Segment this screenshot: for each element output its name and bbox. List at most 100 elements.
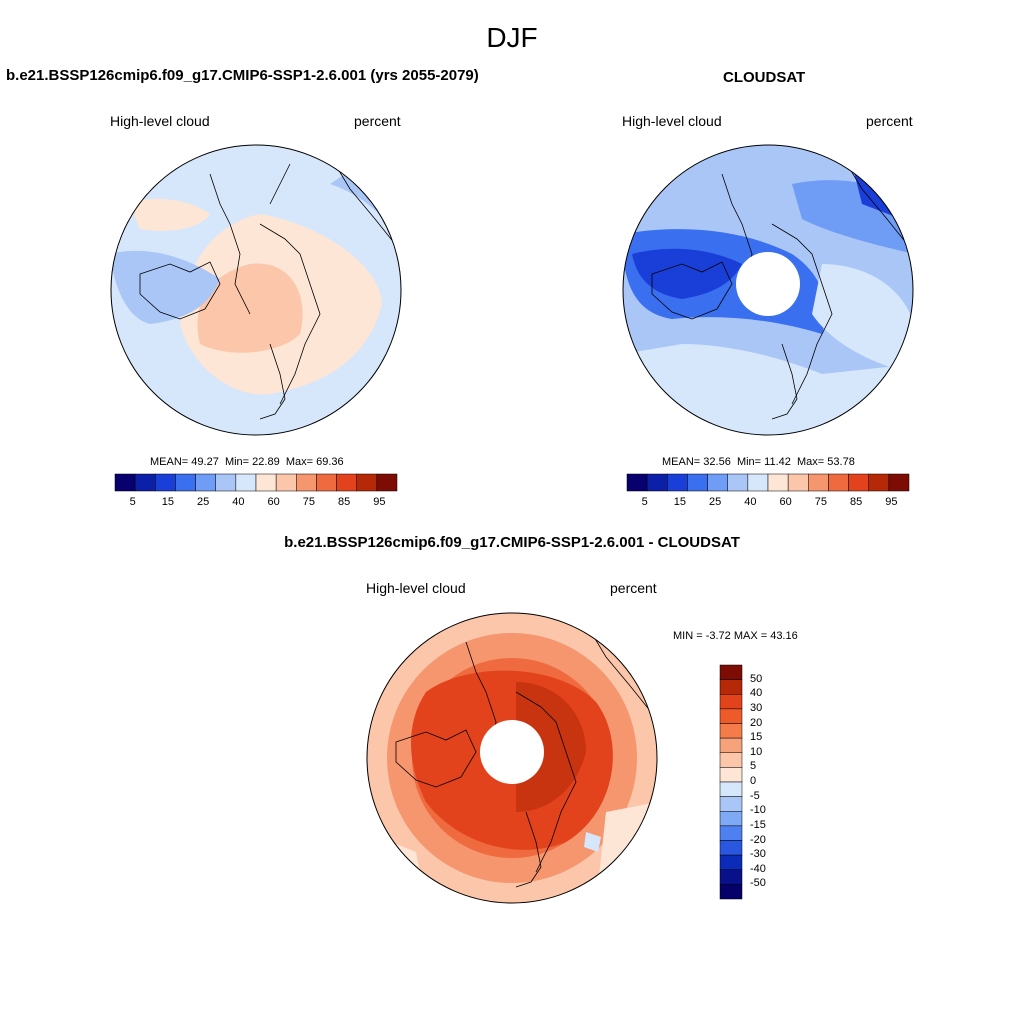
panel2-colorbar-ticks: 5 15 25 40 60 75 85 95 [627, 496, 909, 510]
panel2-units: percent [866, 113, 913, 129]
panel1-colorbar-box [235, 473, 257, 492]
panel1-colorbar-tick-label: 85 [338, 496, 351, 508]
panel3-colorbar-tick-label: 50 [750, 672, 763, 685]
panel2-mean-label: MEAN= [662, 456, 701, 468]
panel1-colorbar-box [316, 473, 337, 492]
panel3-colorbar-box [719, 664, 743, 680]
panel3-colorbar-box [719, 723, 743, 739]
panel1-min-value: 22.89 [252, 456, 280, 468]
figure-title: DJF [486, 22, 538, 53]
panel2-min-value: 11.42 [764, 456, 791, 468]
panel3-colorbar-tick-label: 20 [750, 716, 763, 729]
panel1-title: b.e21.BSSP126cmip6.f09_g17.CMIP6-SSP1-2.… [6, 67, 479, 84]
panel3-colorbar-box [719, 854, 743, 870]
panel2-min-label: Min= [736, 456, 762, 468]
panel1-colorbar-tick-label: 25 [197, 496, 210, 508]
panel3-colorbar-tick-label: -10 [750, 804, 766, 817]
panel3-stats: MIN = -3.72 MAX = 43.16 [673, 630, 798, 642]
panel1-max-value: 69.36 [316, 456, 344, 468]
panel1-colorbar-box [114, 473, 136, 492]
panel3-colorbar-tick-label: -15 [750, 818, 766, 831]
panel3-colorbar-tick-label: 5 [750, 760, 757, 773]
panel1-mean-label: MEAN= [150, 456, 189, 468]
panel3-colorbar-box [719, 708, 743, 724]
panel1-colorbar-box [215, 473, 237, 492]
panel1-stats: MEAN= 49.27 Min= 22.89 Max= 69.36 [150, 456, 344, 468]
panel2-colorbar-tick-label: 95 [885, 496, 898, 508]
panel2-variable: High-level cloud [622, 113, 722, 129]
panel3-colorbar-box [719, 811, 743, 827]
panel1-units: percent [354, 113, 401, 129]
panel3-colorbar-tick-label: 0 [750, 775, 757, 787]
panel3-colorbar-box [719, 825, 743, 841]
panel1-min-label: Min= [224, 456, 250, 468]
panel2-colorbar-box [626, 473, 648, 492]
panel2-colorbar-box [888, 473, 910, 492]
panel3-colorbar-tick-label: 40 [750, 687, 763, 700]
panel2-colorbar-box [646, 473, 668, 492]
panel1-colorbar-tick-label: 15 [161, 496, 174, 508]
panel2-colorbar-tick-label: 5 [641, 496, 648, 508]
panel2-colorbar-box [727, 473, 749, 492]
panel2-colorbar [626, 473, 910, 492]
panel3-polar-map [366, 612, 658, 904]
panel1-colorbar-box [255, 473, 277, 492]
panel3-colorbar-box [719, 679, 743, 695]
panel1-colorbar-box [376, 473, 398, 492]
panel3-colorbar-box [719, 781, 743, 797]
panel1-polar-map [110, 144, 402, 436]
panel3-colorbar-ticks: 50 40 30 20 15 10 5 0 -5 -10 -15 -20 -30 -40 -50 [750, 665, 780, 899]
panel2-colorbar-tick-label: 25 [709, 496, 722, 508]
panel1-colorbar-box [195, 473, 216, 492]
panel2-colorbar-box [767, 473, 789, 492]
panel2-colorbar-box [667, 473, 688, 492]
panel2-colorbar-box [868, 473, 890, 492]
panel2-stats: MEAN= 32.56 Min= 11.42 Max= 53.78 [662, 456, 855, 468]
panel1-colorbar-tick-label: 75 [302, 496, 315, 508]
panel2-colorbar-tick-label: 40 [744, 496, 757, 508]
panel3-colorbar-tick-label: 15 [750, 731, 763, 744]
panel3-title: b.e21.BSSP126cmip6.f09_g17.CMIP6-SSP1-2.… [284, 534, 740, 551]
panel1-colorbar-box [175, 473, 196, 492]
panel2-max-value: 53.78 [827, 456, 855, 468]
panel2-colorbar-box [787, 473, 809, 492]
panel2-colorbar-tick-label: 75 [814, 496, 827, 508]
panel3-colorbar-box [719, 694, 743, 710]
panel3-units: percent [610, 580, 657, 596]
panel1-colorbar-tick-label: 40 [232, 496, 245, 508]
panel3-colorbar-tick-label: -30 [750, 848, 766, 861]
panel3-colorbar-tick-label: 30 [750, 701, 763, 714]
panel2-colorbar-box [707, 473, 728, 492]
panel1-colorbar-tick-label: 60 [267, 496, 280, 508]
panel1-max-label: Max= [285, 456, 314, 468]
panel2-colorbar-box [808, 473, 829, 492]
panel2-colorbar-box [747, 473, 769, 492]
panel1-colorbar-box [134, 473, 156, 492]
panel1-colorbar [114, 473, 398, 492]
panel3-colorbar-tick-label: -5 [750, 789, 760, 802]
panel2-colorbar-tick-label: 60 [779, 496, 792, 508]
panel2-pole-hole [736, 252, 800, 316]
panel1-colorbar-box [296, 473, 317, 492]
panel1-colorbar-tick-label: 95 [373, 496, 386, 508]
panel2-polar-map [622, 144, 914, 436]
panel2-colorbar-tick-label: 85 [850, 496, 863, 508]
panel3-colorbar-box [719, 737, 743, 753]
panel1-colorbar-ticks: 5 15 25 40 60 75 85 95 [115, 496, 397, 510]
panel3-pole-hole [480, 720, 544, 784]
panel3-colorbar-tick-label: 10 [750, 745, 763, 758]
panel1-colorbar-box [155, 473, 176, 492]
panel3-colorbar-box [719, 767, 743, 783]
panel3-colorbar-box [719, 869, 743, 885]
panel1-colorbar-box [275, 473, 297, 492]
panel3-colorbar [719, 664, 743, 900]
panel1-mean-value: 49.27 [191, 456, 219, 468]
panel2-mean-value: 32.56 [703, 456, 731, 468]
panel1-colorbar-box [336, 473, 357, 492]
panel1-variable: High-level cloud [110, 113, 210, 129]
panel3-colorbar-box [719, 752, 743, 768]
panel3-colorbar-tick-label: -40 [750, 862, 766, 875]
panel3-colorbar-box [719, 840, 743, 856]
panel3-colorbar-tick-label: -50 [750, 877, 766, 890]
panel1-colorbar-tick-label: 5 [129, 496, 136, 508]
